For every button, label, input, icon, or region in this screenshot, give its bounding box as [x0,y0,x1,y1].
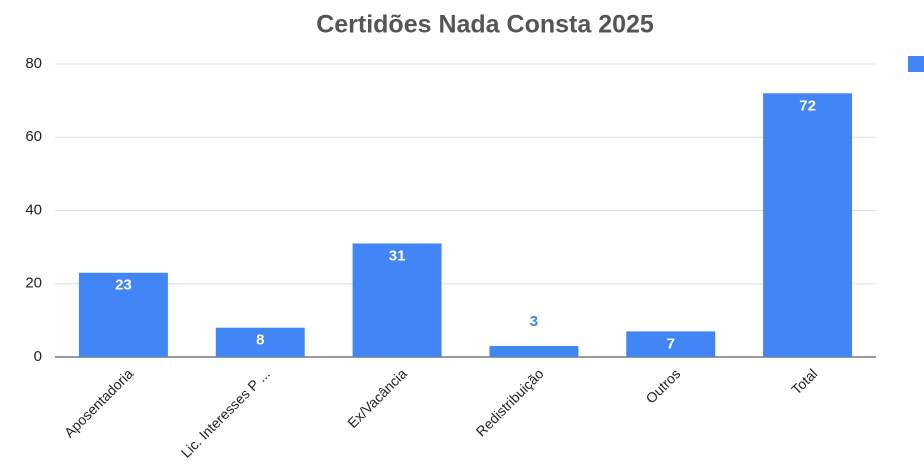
x-tick-label: Total [788,365,820,397]
y-tick-label: 40 [25,201,42,218]
bar [352,243,442,357]
chart-title: Certidões Nada Consta 2025 [316,11,654,39]
data-label: 23 [115,277,132,294]
data-label: 3 [530,313,538,330]
x-tick-label: Redistribuição [473,365,547,439]
data-label: 8 [256,332,264,349]
bar [489,346,579,357]
bar [215,327,305,357]
y-tick-label: 20 [25,275,42,292]
y-tick-label: 60 [25,128,42,145]
y-tick-label: 0 [34,348,42,365]
bar [763,93,853,358]
x-tick-label: Ex/Vacância [344,365,410,431]
x-tick-label: Lic. Interesses P ... [178,365,273,460]
x-tick-label: Outros [642,365,683,406]
data-label: 72 [799,97,816,114]
bar [626,331,716,357]
x-tick-label: Aposentadoria [61,365,136,440]
legend-swatch [908,56,924,72]
y-tick-label: 80 [25,55,42,72]
data-label: 31 [389,247,406,264]
data-label: 7 [667,335,675,352]
bar [78,272,168,357]
